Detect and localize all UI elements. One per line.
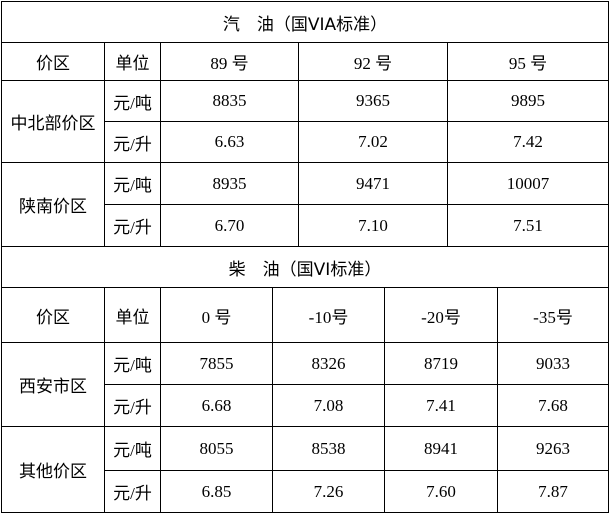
price-cell: 8538 <box>272 426 384 470</box>
price-cell: 6.70 <box>160 204 298 246</box>
unit-cell: 元/吨 <box>104 426 160 470</box>
price-cell: 9895 <box>447 80 608 121</box>
header-cell: 0 号 <box>160 287 272 342</box>
price-cell: 6.85 <box>160 470 272 512</box>
section-title: 柴 油（国VI标准） <box>1 246 608 287</box>
header-cell: 89 号 <box>160 42 298 80</box>
header-cell: -10号 <box>272 287 384 342</box>
header-cell: 单位 <box>104 287 160 342</box>
price-cell: 9471 <box>298 162 447 204</box>
price-cell: 7.02 <box>298 121 447 162</box>
header-cell: 92 号 <box>298 42 447 80</box>
price-cell: 6.68 <box>160 384 272 426</box>
header-cell: 95 号 <box>447 42 608 80</box>
header-cell: 价区 <box>1 42 104 80</box>
price-cell: 7.60 <box>384 470 497 512</box>
region-name: 中北部价区 <box>1 80 104 162</box>
price-cell: 7855 <box>160 342 272 384</box>
price-cell: 8055 <box>160 426 272 470</box>
price-cell: 8935 <box>160 162 298 204</box>
price-cell: 10007 <box>447 162 608 204</box>
price-cell: 9263 <box>497 426 608 470</box>
header-cell: 单位 <box>104 42 160 80</box>
unit-cell: 元/升 <box>104 204 160 246</box>
price-cell: 8941 <box>384 426 497 470</box>
price-cell: 8835 <box>160 80 298 121</box>
price-cell: 7.42 <box>447 121 608 162</box>
unit-cell: 元/吨 <box>104 80 160 121</box>
header-cell: 价区 <box>1 287 104 342</box>
price-cell: 9033 <box>497 342 608 384</box>
price-cell: 7.26 <box>272 470 384 512</box>
price-cell: 7.41 <box>384 384 497 426</box>
price-cell: 9365 <box>298 80 447 121</box>
region-name: 陕南价区 <box>1 162 104 246</box>
price-cell: 7.08 <box>272 384 384 426</box>
price-cell: 7.68 <box>497 384 608 426</box>
unit-cell: 元/吨 <box>104 342 160 384</box>
header-cell: -35号 <box>497 287 608 342</box>
price-cell: 8719 <box>384 342 497 384</box>
region-name: 其他价区 <box>1 426 104 512</box>
header-cell: -20号 <box>384 287 497 342</box>
unit-cell: 元/升 <box>104 121 160 162</box>
unit-cell: 元/升 <box>104 470 160 512</box>
region-name: 西安市区 <box>1 342 104 426</box>
unit-cell: 元/吨 <box>104 162 160 204</box>
unit-cell: 元/升 <box>104 384 160 426</box>
price-cell: 8326 <box>272 342 384 384</box>
section-title: 汽 油（国VIA标准） <box>1 1 608 42</box>
price-cell: 7.51 <box>447 204 608 246</box>
price-cell: 7.10 <box>298 204 447 246</box>
price-cell: 6.63 <box>160 121 298 162</box>
price-cell: 7.87 <box>497 470 608 512</box>
